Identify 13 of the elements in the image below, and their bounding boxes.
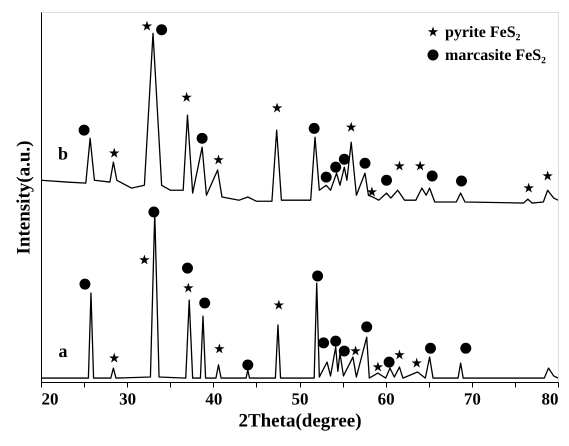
series-label: b (58, 143, 68, 164)
x-tick-label: 60 (378, 390, 395, 408)
x-tick-label: 80 (542, 390, 558, 408)
x-tick-label: 50 (292, 390, 308, 408)
series-label: a (58, 341, 68, 362)
x-tick-label: 40 (205, 390, 222, 408)
x-tick-label: 70 (464, 390, 481, 408)
x-axis-title: 2Theta(degree) (238, 410, 362, 432)
x-tick-label: 30 (119, 390, 136, 408)
y-axis-title: Intensity(a.u.) (14, 140, 34, 255)
x-tick-label: 20 (42, 390, 58, 408)
legend-label: pyrite FeS₂ (445, 24, 521, 41)
legend-label: marcasite FeS₂ (445, 47, 546, 64)
